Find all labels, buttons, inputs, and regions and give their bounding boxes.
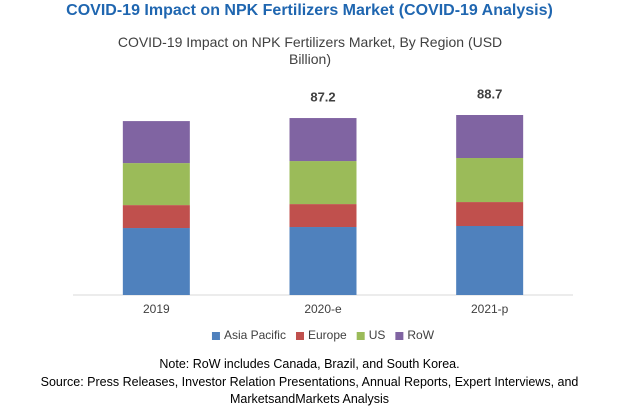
bar-segment [122,121,190,164]
legend-label: US [369,328,386,342]
bar-segment [456,115,524,159]
bar-segment [122,163,190,206]
chart-subtitle: COVID-19 Impact on NPK Fertilizers Marke… [117,34,503,67]
bar-segment [289,118,357,162]
legend-swatch [211,332,220,340]
bar-segment [122,228,190,295]
bar-segment [456,226,524,295]
bar-segment [289,161,357,205]
chart: 2019 87.2 2020-e 88.7 2021-p Asia Pacific Euro… [73,86,573,342]
bar-segment [289,227,357,295]
legend-swatch [356,332,365,340]
legend-swatch [295,332,304,340]
legend-label: Europe [308,328,347,342]
x-tick-label: 2021-p [471,302,509,316]
total-label: 87.2 [310,89,335,104]
x-tick-label: 2019 [143,302,170,316]
legend-label: Asia Pacific [224,328,286,342]
source: Source: Press Releases, Investor Relatio… [40,375,579,406]
bar-segment [122,205,190,229]
legend-swatch [395,332,404,340]
page-title: COVID-19 Impact on NPK Fertilizers Marke… [66,2,553,19]
total-label: 88.7 [477,86,502,101]
bar-segment [456,158,524,203]
bar-segment [289,204,357,228]
x-tick-label: 2020-e [304,302,342,316]
note: Note: RoW includes Canada, Brazil, and S… [159,357,460,371]
legend-label: RoW [407,328,434,342]
bar-segment [456,202,524,227]
